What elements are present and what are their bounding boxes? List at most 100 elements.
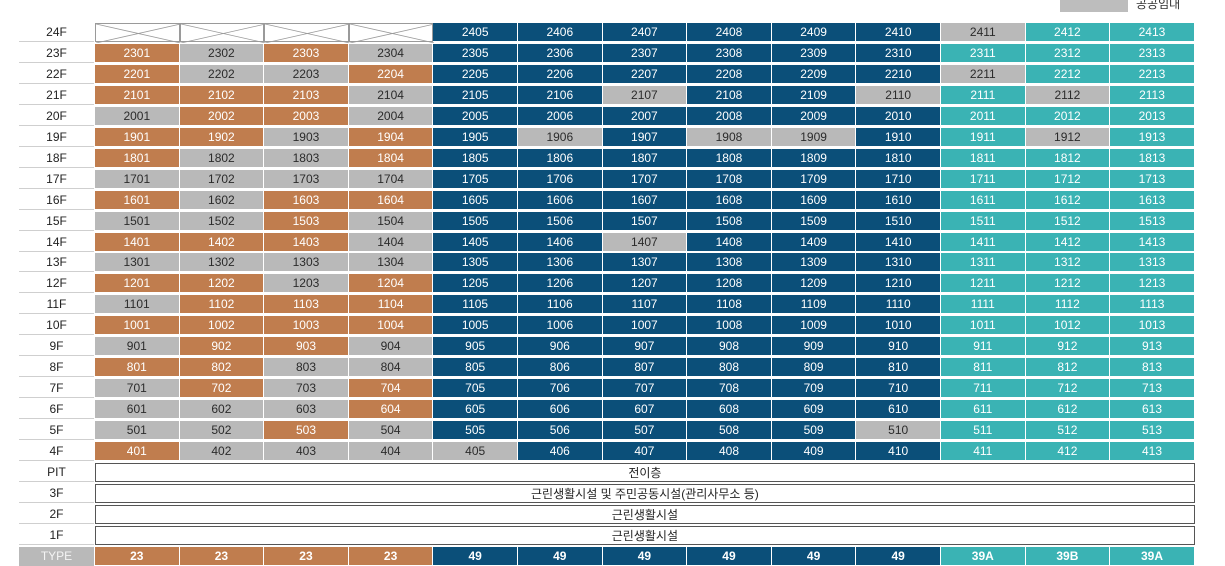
unit-cell: 604 — [348, 400, 434, 420]
unit-cell: 1408 — [687, 232, 772, 252]
unit-cell: 1409 — [771, 232, 857, 252]
floor-label: 17F — [19, 169, 94, 189]
type-cell: 49 — [771, 546, 857, 566]
floor-label: 18F — [19, 148, 94, 168]
unit-cell: 1306 — [518, 253, 603, 273]
unit-cell: 1909 — [771, 127, 857, 147]
unit-cell: 1509 — [771, 211, 857, 231]
unit-cell: 1708 — [687, 169, 772, 189]
unit-cell: 1307 — [602, 253, 688, 273]
unit-cell: 504 — [348, 421, 434, 441]
unit-cell: 1907 — [602, 127, 688, 147]
unit-cell: 2406 — [518, 23, 603, 42]
unit-cell: 2310 — [856, 43, 941, 63]
type-row: TYPE 23 23 23 23 49 49 49 49 49 49 39A 39B 39A — [0, 546, 1225, 566]
unit-cell: 2413 — [1110, 23, 1195, 42]
legend-label: 공공임대 — [1136, 0, 1181, 11]
unit-cell: 1910 — [856, 127, 941, 147]
unit-cell: 609 — [771, 400, 857, 420]
unit-cell: 2112 — [1025, 85, 1111, 105]
unit-cell: 2103 — [264, 85, 349, 105]
type-cell: 49 — [433, 546, 518, 566]
floor-row: 19F 1901 1902 1903 1904 1905 1906 1907 1908 1909 1… — [0, 127, 1225, 147]
unit-cell: 2207 — [602, 64, 688, 84]
unit-cell: 511 — [941, 421, 1026, 441]
unit-cell: 901 — [95, 337, 180, 357]
special-floor-use: 전이층 — [95, 462, 1195, 482]
unit-cell: 1112 — [1025, 295, 1111, 315]
floor-row: 13F 1301 1302 1303 1304 1305 1306 1307 1308 1309 1… — [0, 253, 1225, 273]
floor-label: 8F — [19, 358, 94, 378]
unit-cell: 1803 — [264, 148, 349, 168]
unit-cell: 1206 — [518, 274, 603, 294]
floor-label: 13F — [19, 253, 94, 273]
unit-cell: 1309 — [771, 253, 857, 273]
unit-cell: 906 — [518, 337, 603, 357]
floor-row: 20F 2001 2002 2003 2004 2005 2006 2007 2008 2009 2… — [0, 106, 1225, 126]
unit-cell: 1603 — [264, 190, 349, 210]
floor-row: 10F 1001 1002 1003 1004 1005 1006 1007 1008 1009 1… — [0, 316, 1225, 336]
unit-cell: 2006 — [518, 106, 603, 126]
unit-cell: 911 — [941, 337, 1026, 357]
unit-cell: 1703 — [264, 169, 349, 189]
unit-cell-empty — [348, 23, 435, 43]
unit-cell: 1107 — [602, 295, 688, 315]
unit-cell: 403 — [264, 442, 349, 461]
unit-cell: 2009 — [771, 106, 857, 126]
floor-label: 24F — [19, 23, 94, 42]
unit-cell: 909 — [771, 337, 857, 357]
unit-cell: 913 — [1110, 337, 1195, 357]
unit-cell: 1003 — [264, 316, 349, 336]
floor-label: 6F — [19, 400, 94, 420]
unit-cell: 608 — [687, 400, 772, 420]
unit-cell: 809 — [771, 358, 857, 378]
unit-cell: 1104 — [348, 295, 434, 315]
unit-cell: 2212 — [1025, 64, 1111, 84]
special-floor-row: 3F 근린생활시설 및 주민공동시설(관리사무소 등) — [0, 483, 1225, 503]
unit-cell: 1006 — [518, 316, 603, 336]
unit-cell: 1013 — [1110, 316, 1195, 336]
unit-cell: 2302 — [179, 43, 265, 63]
unit-cell: 1202 — [179, 274, 265, 294]
unit-cell: 1813 — [1110, 148, 1195, 168]
unit-cell: 1512 — [1025, 211, 1111, 231]
unit-cell: 410 — [856, 442, 941, 461]
unit-cell: 1008 — [687, 316, 772, 336]
unit-cell: 1601 — [95, 190, 180, 210]
floor-label: 3F — [19, 483, 94, 503]
type-cell: 39A — [941, 546, 1026, 566]
unit-cell: 1607 — [602, 190, 688, 210]
unit-cell-empty — [95, 23, 181, 43]
unit-cell: 1712 — [1025, 169, 1111, 189]
unit-cell: 810 — [856, 358, 941, 378]
unit-cell: 2202 — [179, 64, 265, 84]
unit-cell: 601 — [95, 400, 180, 420]
unit-cell: 602 — [179, 400, 265, 420]
unit-cell: 1106 — [518, 295, 603, 315]
unit-cell: 1602 — [179, 190, 265, 210]
floor-label: 5F — [19, 421, 94, 441]
unit-cell: 502 — [179, 421, 265, 441]
unit-cell: 805 — [433, 358, 518, 378]
unit-cell: 2105 — [433, 85, 518, 105]
unit-cell: 1005 — [433, 316, 518, 336]
unit-cell: 1007 — [602, 316, 688, 336]
floor-label: 19F — [19, 127, 94, 147]
unit-cell: 1011 — [941, 316, 1026, 336]
floor-label: PIT — [19, 462, 94, 482]
unit-cell: 803 — [264, 358, 349, 378]
unit-cell: 510 — [856, 421, 941, 441]
unit-cell: 1912 — [1025, 127, 1111, 147]
floor-row: 4F 401 402 403 404 405 406 407 408 409 410 411 412 41… — [0, 442, 1225, 461]
unit-cell: 1702 — [179, 169, 265, 189]
unit-cell: 1501 — [95, 211, 180, 231]
unit-cell: 2102 — [179, 85, 265, 105]
unit-cell: 1510 — [856, 211, 941, 231]
floor-label: 1F — [19, 525, 94, 545]
unit-cell: 1204 — [348, 274, 434, 294]
floor-row: 15F 1501 1502 1503 1504 1505 1506 1507 1508 1509 1… — [0, 211, 1225, 231]
floor-label: 11F — [19, 295, 94, 315]
unit-cell: 1406 — [518, 232, 603, 252]
type-cell: 23 — [348, 546, 434, 566]
unit-cell: 2312 — [1025, 43, 1111, 63]
